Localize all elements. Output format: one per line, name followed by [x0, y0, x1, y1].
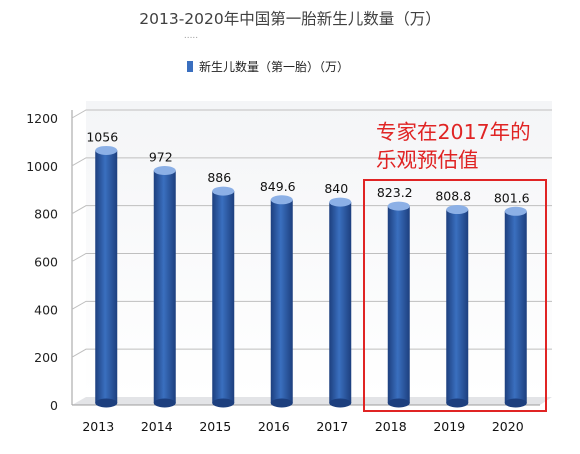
x-tick-label: 2013: [82, 419, 114, 434]
bar-body: [270, 199, 293, 403]
bar-top: [153, 166, 176, 176]
bar-base: [270, 398, 293, 408]
y-tick-label: 1200: [26, 111, 58, 126]
data-label: 840: [324, 181, 348, 196]
data-label: 972: [149, 150, 173, 165]
bar-body: [95, 150, 118, 403]
bar-body: [329, 202, 352, 403]
legend-label: 新生儿数量（第一胎）（万）: [199, 59, 349, 74]
bar-top: [446, 205, 469, 215]
annotation-highlight-box: [363, 179, 547, 412]
chart-title: 2013-2020年中国第一胎新生儿数量（万）: [139, 10, 441, 28]
data-label: 849.6: [260, 179, 296, 194]
data-label: 801.6: [494, 190, 530, 205]
x-tick-label: 2017: [316, 419, 348, 434]
data-label: 808.8: [435, 189, 471, 204]
bar-body: [153, 170, 176, 403]
bar-top: [504, 206, 527, 216]
data-label: 1056: [86, 129, 118, 144]
y-tick-label: 200: [34, 350, 58, 365]
x-tick-label: 2019: [433, 419, 465, 434]
bar-top: [329, 197, 352, 207]
bar-base: [212, 398, 235, 408]
bar-body: [387, 206, 410, 403]
bar-body: [504, 211, 527, 403]
data-labels: 1056 972 886 849.6 840 823.2 808.8 801.6: [86, 129, 529, 205]
plot-back-wall: [86, 101, 552, 397]
bar-body: [212, 191, 235, 403]
y-tick-label: 0: [50, 398, 58, 413]
y-tick-labels: 0 200 400 600 800 1000 1200: [26, 111, 58, 413]
title-dots: .....: [184, 31, 198, 41]
legend-swatch: [187, 61, 193, 72]
y-tick-label: 600: [34, 255, 58, 270]
bar-base: [153, 398, 176, 408]
bar-base: [387, 398, 410, 408]
y-tick-label: 800: [34, 207, 58, 222]
legend: 新生儿数量（第一胎）（万）: [187, 59, 349, 74]
bar-base: [504, 398, 527, 408]
data-label: 886: [207, 170, 231, 185]
x-tick-label: 2020: [492, 419, 524, 434]
bar-top: [270, 195, 293, 205]
bar-base: [446, 398, 469, 408]
bar-base: [329, 398, 352, 408]
y-tick-label: 1000: [26, 159, 58, 174]
x-tick-label: 2016: [258, 419, 290, 434]
x-tick-label: 2015: [199, 419, 231, 434]
plot-floor: [72, 397, 552, 405]
annotation-text-line2: 乐观预估值: [376, 148, 479, 172]
y-tick-label: 400: [34, 302, 58, 317]
annotation-text-line1: 专家在2017年的: [376, 120, 531, 144]
x-tick-labels: 2013 2014 2015 2016 2017 2018 2019 2020: [82, 419, 523, 434]
x-tick-label: 2014: [141, 419, 173, 434]
gridline: [71, 157, 552, 167]
bar-top: [212, 186, 235, 196]
x-tick-label: 2018: [375, 419, 407, 434]
bar-body: [446, 209, 469, 403]
data-label: 823.2: [377, 185, 413, 200]
bar-top: [95, 145, 118, 155]
bar-base: [95, 398, 118, 408]
plot-area: 0 200 400 600 800 1000 1200 1056 972 886 849.6 840…: [26, 101, 552, 434]
gridline: [71, 109, 552, 119]
bar-top: [387, 201, 410, 211]
bars: [95, 145, 527, 408]
annotation: 专家在2017年的 乐观预估值: [363, 120, 547, 412]
